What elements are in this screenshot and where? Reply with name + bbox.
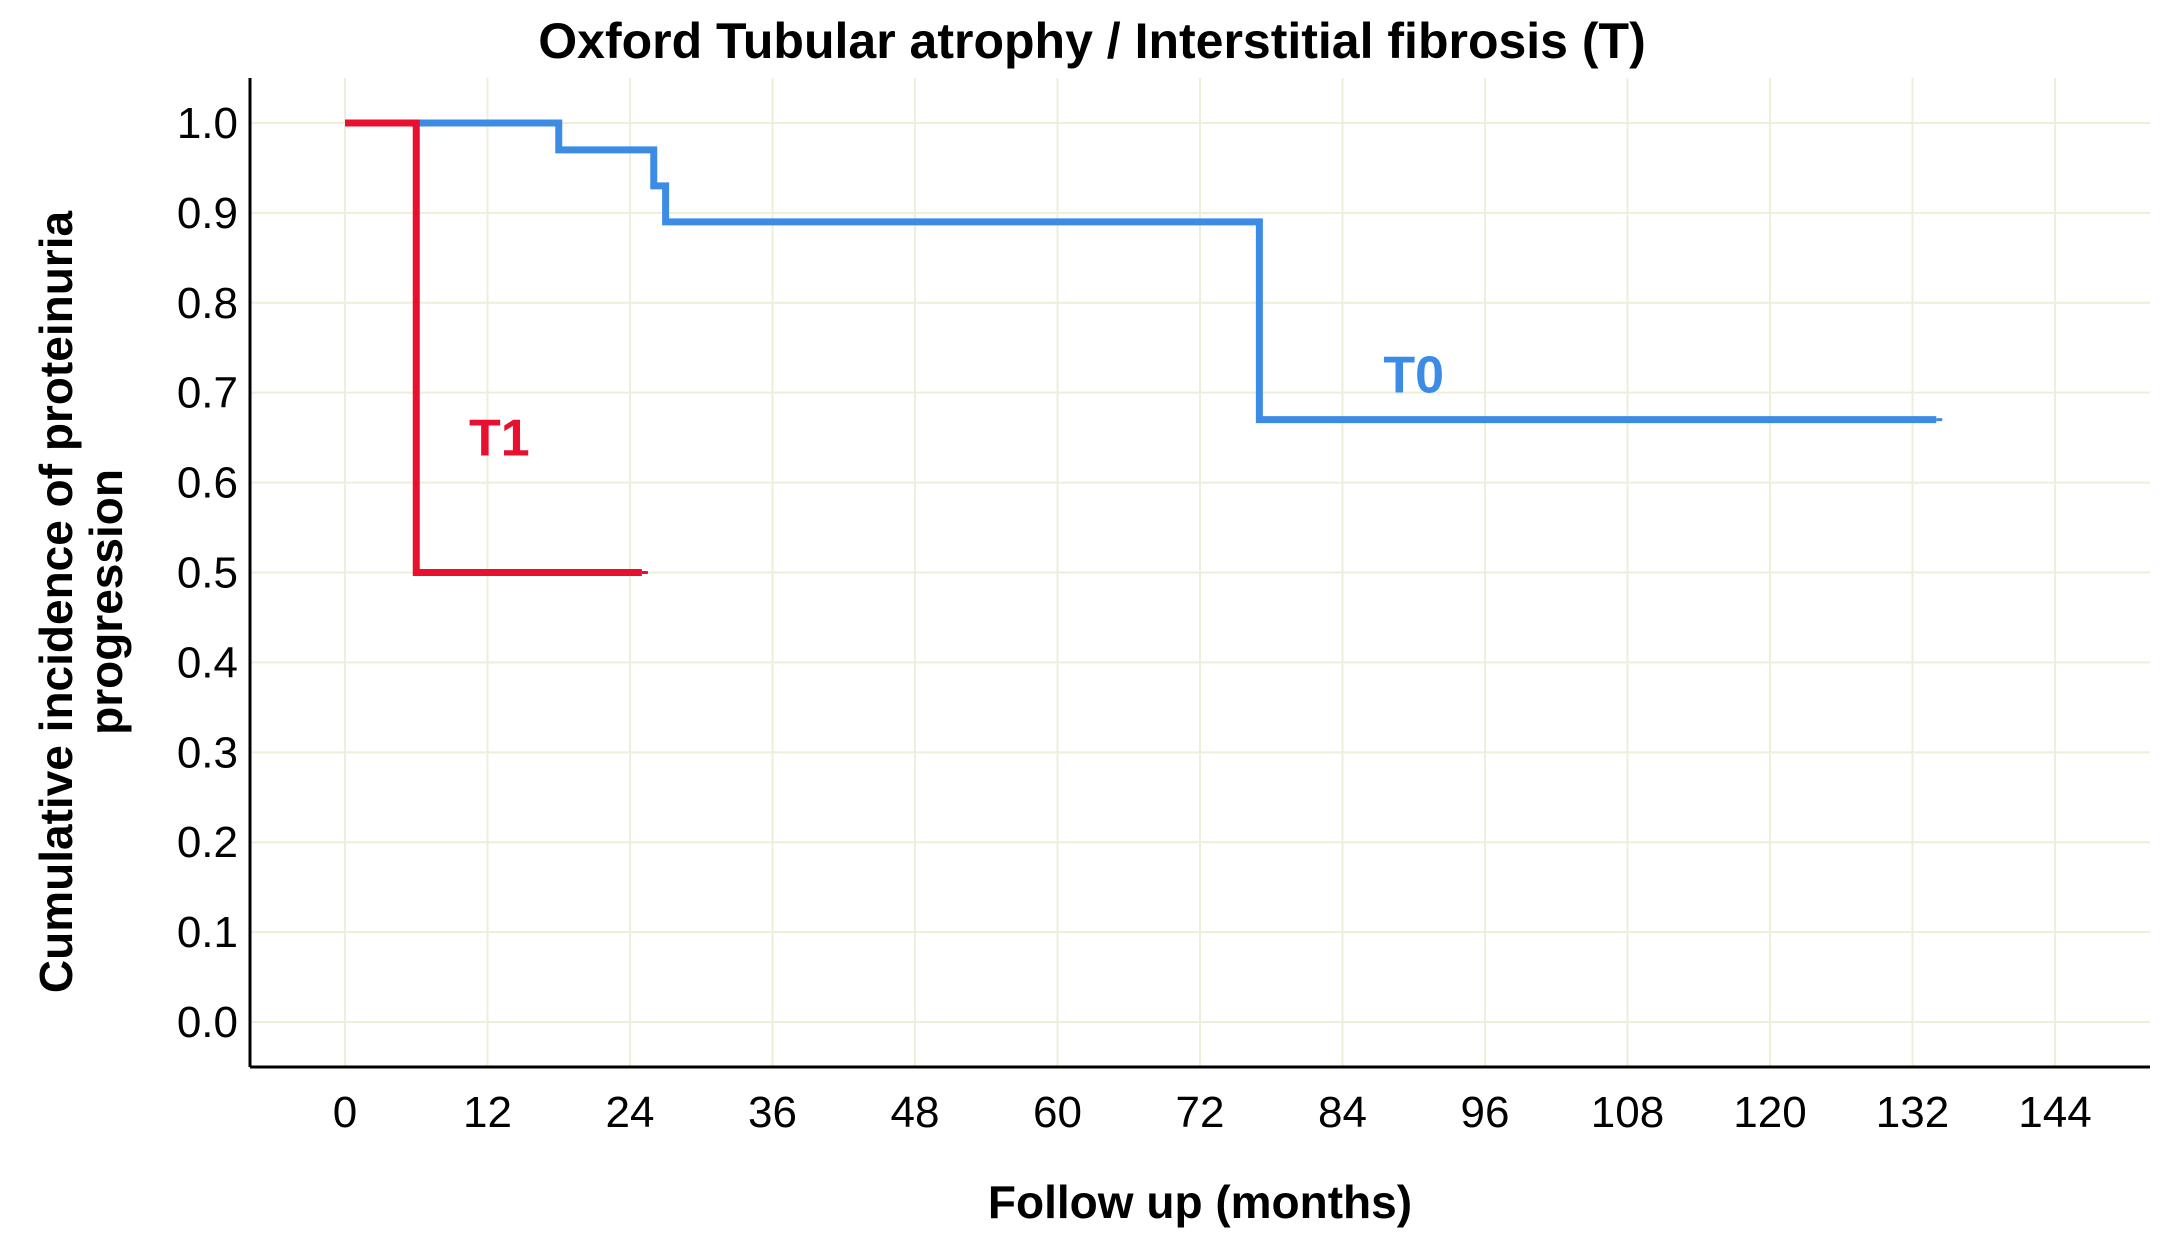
series-label-t1: T1 <box>469 410 530 468</box>
y-tick-label: 0.7 <box>177 369 238 418</box>
x-tick-label: 12 <box>463 1088 512 1137</box>
y-tick-label: 0.5 <box>177 549 238 598</box>
y-axis-title-group: Cumulative incidence of proteinuria prog… <box>30 211 132 994</box>
y-axis-title-line-1: Cumulative incidence of proteinuria <box>30 211 82 994</box>
tick-labels: 0 12 24 36 48 60 72 84 96 108 120 132 144 0.0 0.1 0.2 0.… <box>177 99 2092 1137</box>
x-tick-label: 144 <box>2018 1088 2091 1137</box>
y-tick-label: 0.4 <box>177 638 238 687</box>
axes <box>248 78 2150 1069</box>
series-layer: T0 T1 <box>345 119 1943 576</box>
y-tick-label: 1.0 <box>177 99 238 148</box>
x-tick-label: 0 <box>333 1088 357 1137</box>
x-axis-title: Follow up (months) <box>988 1176 1412 1228</box>
x-tick-label: 132 <box>1876 1088 1949 1137</box>
x-tick-label: 24 <box>606 1088 655 1137</box>
y-tick-label: 0.3 <box>177 728 238 777</box>
x-tick-label: 84 <box>1318 1088 1367 1137</box>
y-tick-label: 0.9 <box>177 189 238 238</box>
x-tick-label: 36 <box>748 1088 797 1137</box>
x-tick-label: 60 <box>1033 1088 1082 1137</box>
series-label-t0: T0 <box>1383 347 1444 405</box>
x-tick-label: 120 <box>1733 1088 1806 1137</box>
chart-title: Oxford Tubular atrophy / Interstitial fi… <box>538 13 1645 69</box>
y-tick-label: 0.1 <box>177 908 238 957</box>
x-tick-label: 96 <box>1461 1088 1510 1137</box>
y-tick-label: 0.8 <box>177 279 238 328</box>
series-line-t0 <box>345 119 1937 424</box>
y-tick-label: 0.6 <box>177 459 238 508</box>
series-line-t1 <box>345 119 642 576</box>
y-tick-label: 0.0 <box>177 998 238 1047</box>
x-tick-label: 108 <box>1591 1088 1664 1137</box>
y-tick-label: 0.2 <box>177 818 238 867</box>
x-tick-label: 48 <box>891 1088 940 1137</box>
y-axis-title-line-2: progression <box>80 469 132 735</box>
grid <box>250 78 2150 1067</box>
x-tick-label: 72 <box>1176 1088 1225 1137</box>
